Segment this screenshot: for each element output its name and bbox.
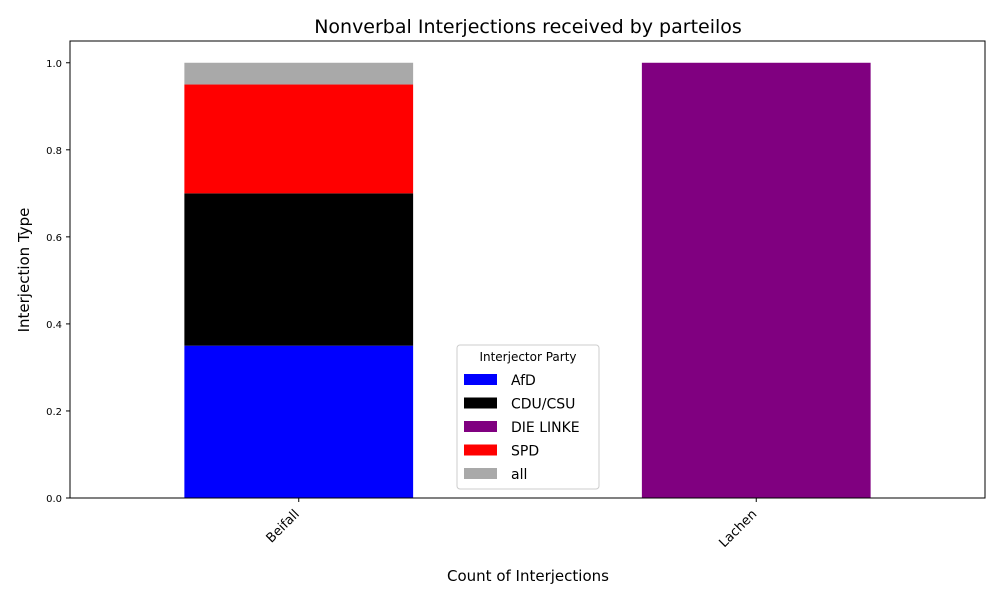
legend-label: all bbox=[511, 467, 527, 483]
y-tick-label: 0.2 bbox=[46, 407, 62, 418]
legend-swatch-die-linke bbox=[464, 421, 497, 432]
x-axis-label: Count of Interjections bbox=[447, 567, 609, 585]
bar-beifall-all bbox=[184, 62, 414, 85]
y-tick-label: 0.0 bbox=[46, 494, 62, 505]
legend-swatch-afd bbox=[464, 374, 497, 385]
x-tick-label: Beifall bbox=[264, 507, 303, 546]
bar-beifall-cdu-csu bbox=[184, 193, 414, 346]
legend-items: AfD CDU/CSU DIE LINKE SPD all bbox=[464, 373, 580, 483]
y-axis-label: Interjection Type bbox=[15, 208, 33, 333]
x-axis: Beifall Lachen bbox=[264, 498, 761, 551]
y-tick-label: 1.0 bbox=[46, 59, 62, 70]
legend-label: SPD bbox=[511, 444, 539, 460]
x-tick-label: Lachen bbox=[717, 507, 761, 551]
bar-beifall-spd bbox=[184, 84, 414, 194]
bars-group bbox=[184, 62, 871, 499]
legend-box bbox=[456, 344, 600, 490]
legend-swatch-cdu-csu bbox=[464, 397, 497, 409]
bar-beifall-afd bbox=[184, 345, 414, 498]
legend-label: CDU/CSU bbox=[511, 397, 575, 413]
y-tick-label: 0.4 bbox=[46, 320, 62, 331]
bar-lachen-die-linke bbox=[641, 62, 871, 499]
legend-label: DIE LINKE bbox=[511, 420, 580, 436]
y-tick-label: 0.8 bbox=[46, 146, 62, 157]
legend-swatch-spd bbox=[464, 444, 497, 456]
legend-swatch-all bbox=[464, 468, 497, 479]
y-tick-label: 0.6 bbox=[46, 233, 62, 244]
chart-title: Nonverbal Interjections received by part… bbox=[314, 16, 742, 38]
legend-title: Interjector Party bbox=[479, 350, 576, 364]
legend: Interjector Party AfD CDU/CSU DIE LINKE SPD… bbox=[456, 344, 600, 490]
y-axis: 0.0 0.2 0.4 0.6 0.8 1.0 bbox=[46, 59, 70, 505]
plot-frame bbox=[69, 40, 986, 499]
legend-label: AfD bbox=[511, 373, 536, 389]
